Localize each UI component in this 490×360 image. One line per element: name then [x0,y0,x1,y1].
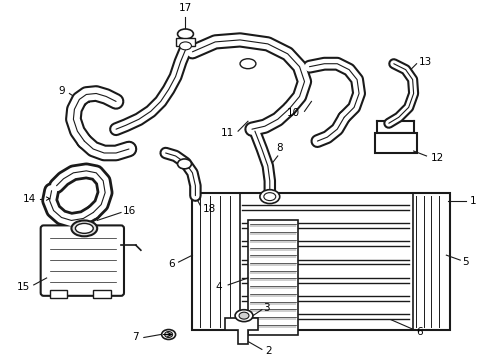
Text: 18: 18 [202,203,216,213]
Ellipse shape [75,224,93,233]
Text: 3: 3 [263,303,270,313]
Text: 6: 6 [416,327,423,337]
Ellipse shape [240,59,256,69]
Text: 7: 7 [132,333,139,342]
Text: 12: 12 [431,153,444,163]
Text: 4: 4 [216,282,222,292]
Text: 1: 1 [470,195,477,206]
Ellipse shape [162,329,175,339]
Ellipse shape [179,42,192,50]
Text: 10: 10 [287,108,299,118]
Bar [193,193,450,329]
Text: 15: 15 [17,282,30,292]
Ellipse shape [264,193,276,201]
Text: 6: 6 [168,259,174,269]
Bar [248,220,297,334]
Bar [49,290,68,298]
Text: 14: 14 [23,194,36,204]
Text: 16: 16 [123,206,136,216]
Text: 2: 2 [265,346,271,356]
Ellipse shape [72,220,97,236]
Text: 9: 9 [59,86,66,96]
Ellipse shape [260,190,280,203]
Ellipse shape [239,312,249,319]
Ellipse shape [165,332,172,337]
Ellipse shape [177,159,192,169]
Text: 13: 13 [418,57,432,67]
Polygon shape [225,318,258,345]
Bar [93,290,111,298]
Ellipse shape [177,29,194,39]
Ellipse shape [235,310,253,321]
Text: 8: 8 [276,143,283,153]
Text: 11: 11 [221,128,234,138]
Text: 17: 17 [179,3,192,13]
Bar [375,133,416,153]
Bar [175,38,196,46]
FancyBboxPatch shape [41,225,124,296]
Text: 5: 5 [462,257,469,267]
